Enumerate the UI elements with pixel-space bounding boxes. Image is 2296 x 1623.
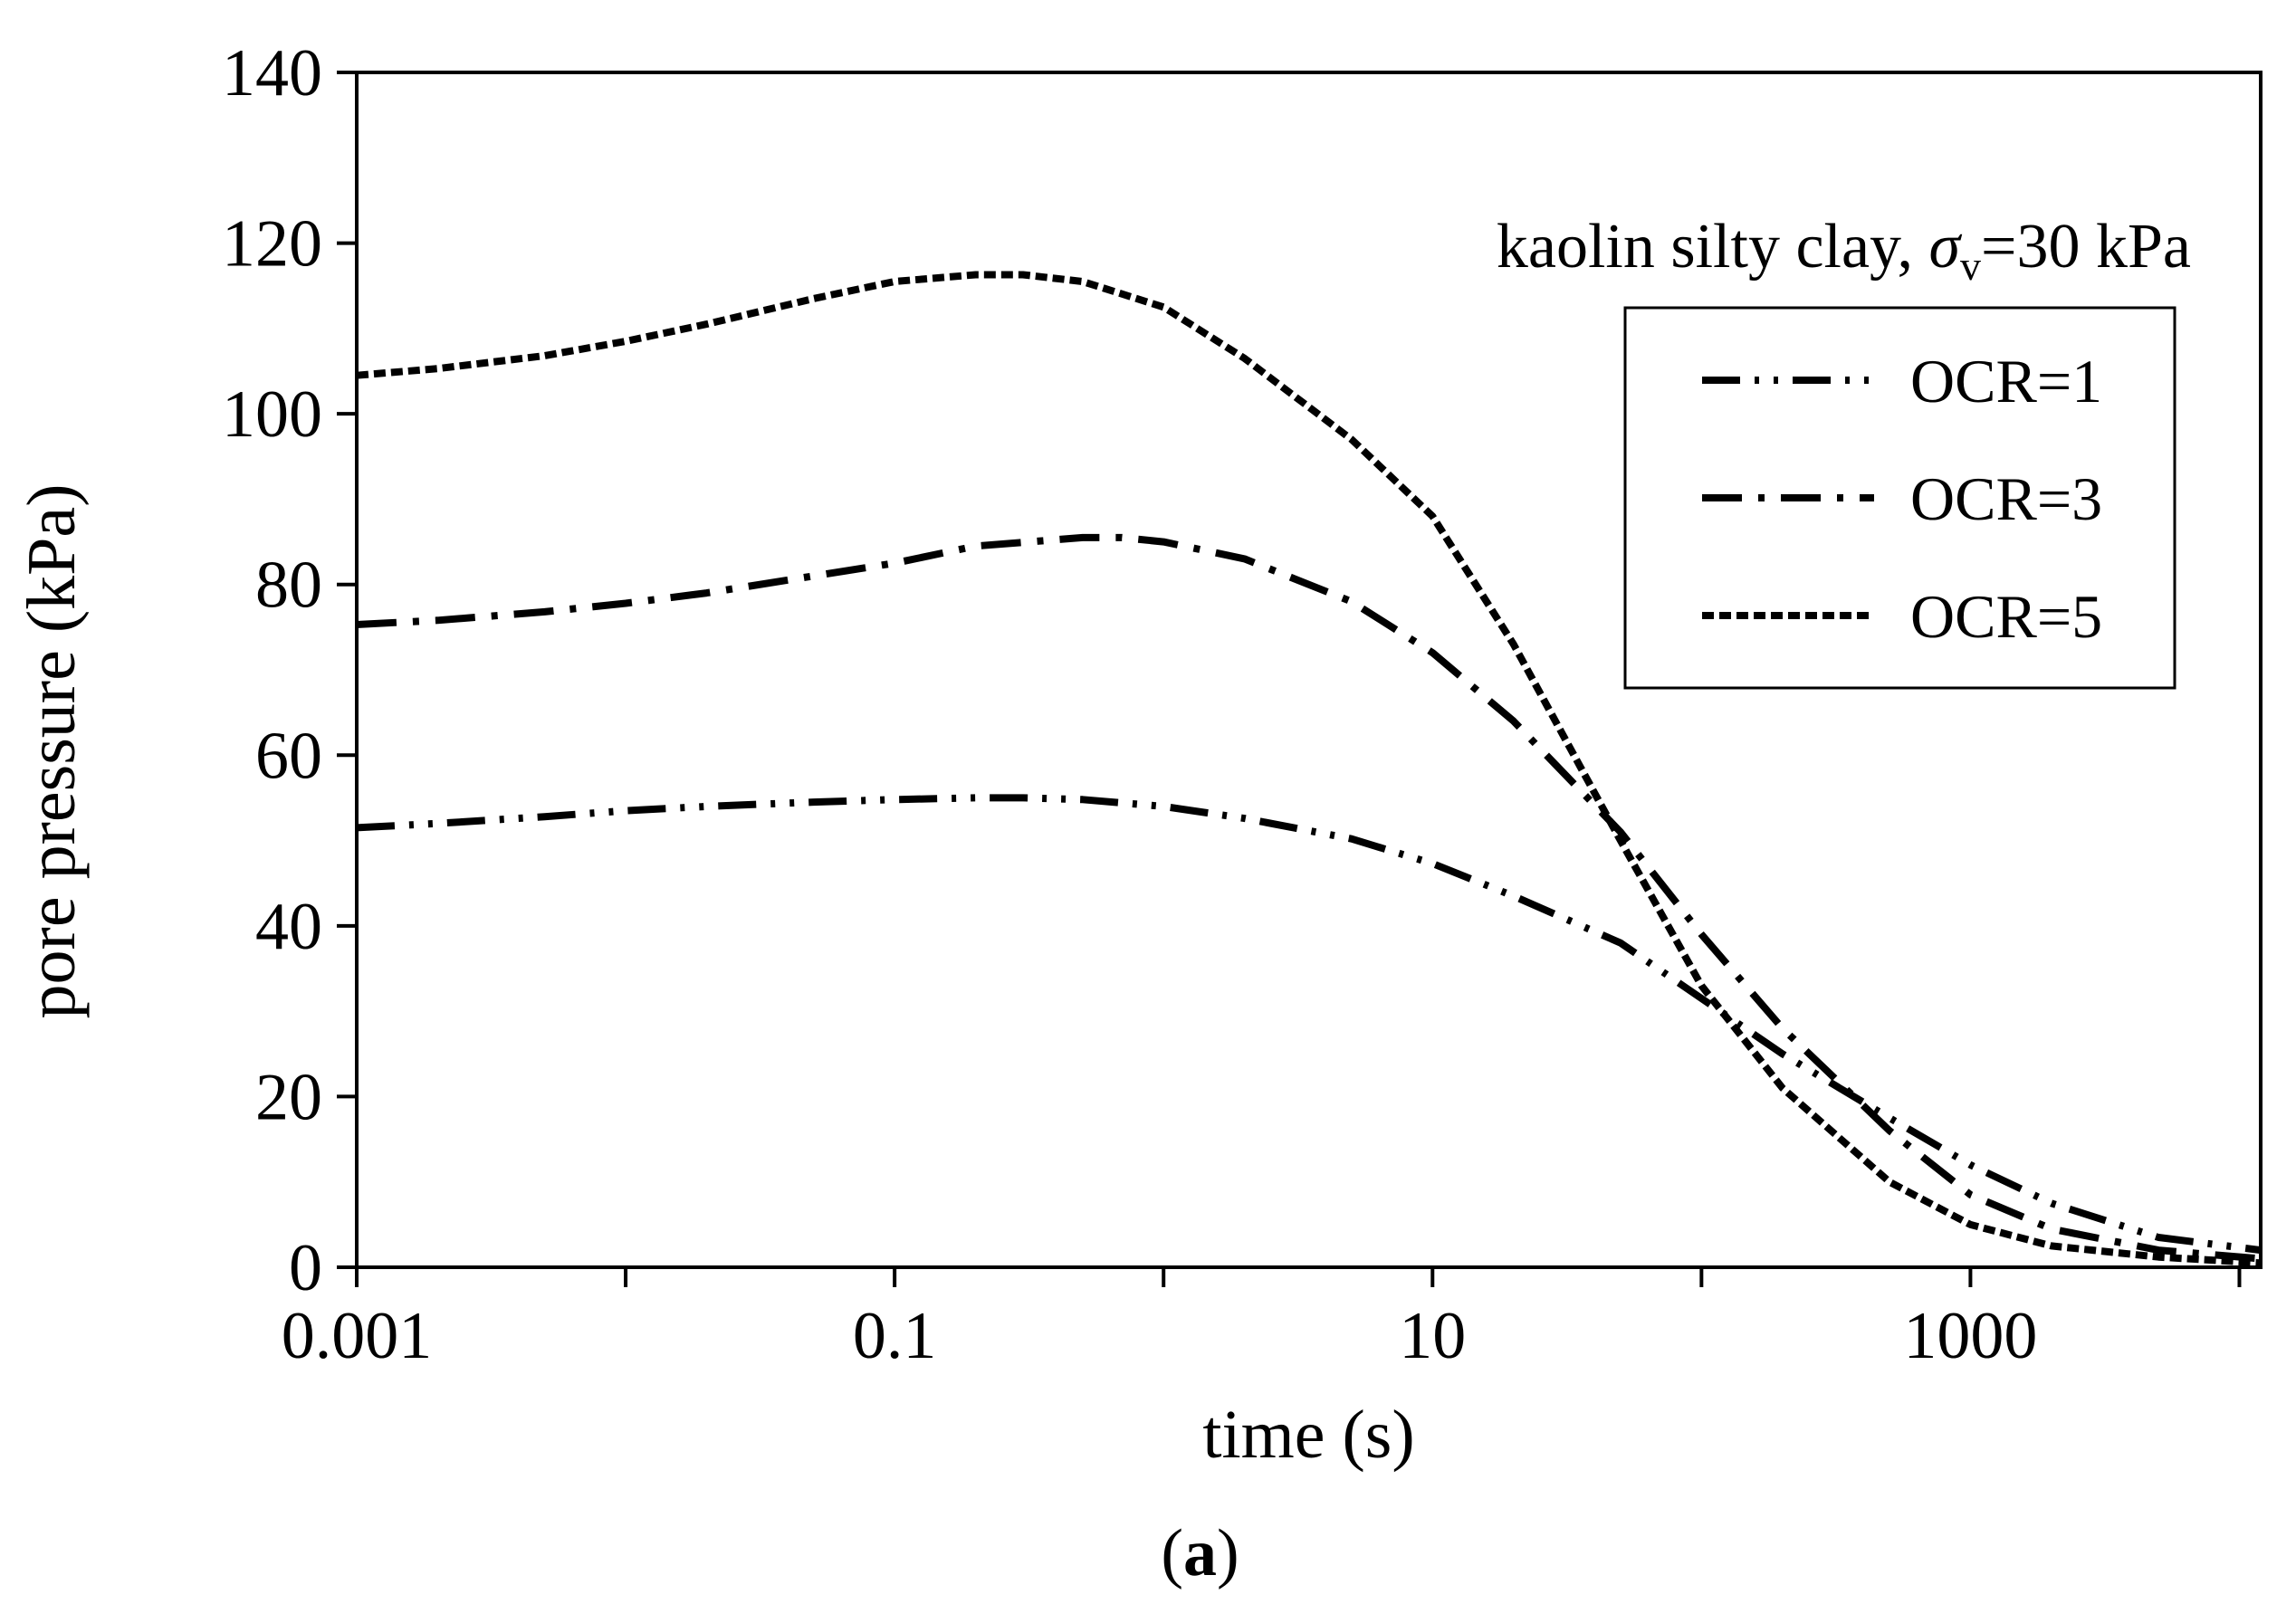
y-tick-label: 20 bbox=[255, 1060, 322, 1134]
caption-open: ( bbox=[1161, 1516, 1183, 1590]
y-tick-label: 140 bbox=[222, 36, 322, 110]
annotation-suffix: =30 kPa bbox=[1981, 212, 2191, 282]
x-axis-title: time (s) bbox=[1202, 1397, 1414, 1473]
annotation-prefix: kaolin silty clay, bbox=[1497, 212, 1929, 282]
y-tick-label: 40 bbox=[255, 890, 322, 964]
series-line-ocr-3 bbox=[356, 533, 2262, 1263]
y-tick-label: 0 bbox=[289, 1231, 322, 1305]
caption-close: ) bbox=[1217, 1516, 1239, 1590]
caption-letter: a bbox=[1183, 1516, 1217, 1590]
annotation-sigma: σ bbox=[1928, 212, 1962, 282]
legend-label: OCR=5 bbox=[1910, 582, 2102, 651]
x-tick-label: 0.1 bbox=[853, 1299, 937, 1373]
x-tick-label: 0.001 bbox=[282, 1299, 433, 1373]
figure-caption: (a) bbox=[1161, 1516, 1239, 1590]
series-line-ocr-1 bbox=[356, 794, 2262, 1255]
series-line-ocr-5 bbox=[356, 271, 2262, 1267]
chart-annotation: kaolin silty clay, σv=30 kPa bbox=[1497, 212, 2191, 289]
y-tick-label: 80 bbox=[255, 549, 322, 623]
legend-label: OCR=3 bbox=[1910, 464, 2102, 533]
y-tick-label: 120 bbox=[222, 207, 322, 282]
x-tick-label: 10 bbox=[1399, 1299, 1466, 1373]
annotation-subscript: v bbox=[1960, 243, 1981, 289]
y-tick-label: 100 bbox=[222, 377, 322, 452]
y-axis-title: pore pressure (kPa) bbox=[14, 484, 90, 1019]
legend: OCR=1 OCR=3 OCR=5 bbox=[1623, 306, 2176, 690]
y-tick-label: 60 bbox=[255, 719, 322, 793]
x-tick-label: 1000 bbox=[1903, 1299, 2037, 1373]
series-layer bbox=[356, 271, 2262, 1267]
x-axis-ticks: 0.001 0.1 10 1000 bbox=[282, 1267, 2242, 1373]
y-axis-ticks: 0 20 40 60 80 100 120 140 bbox=[222, 36, 357, 1305]
plot-frame bbox=[355, 71, 2263, 1269]
legend-label: OCR=1 bbox=[1910, 347, 2102, 415]
